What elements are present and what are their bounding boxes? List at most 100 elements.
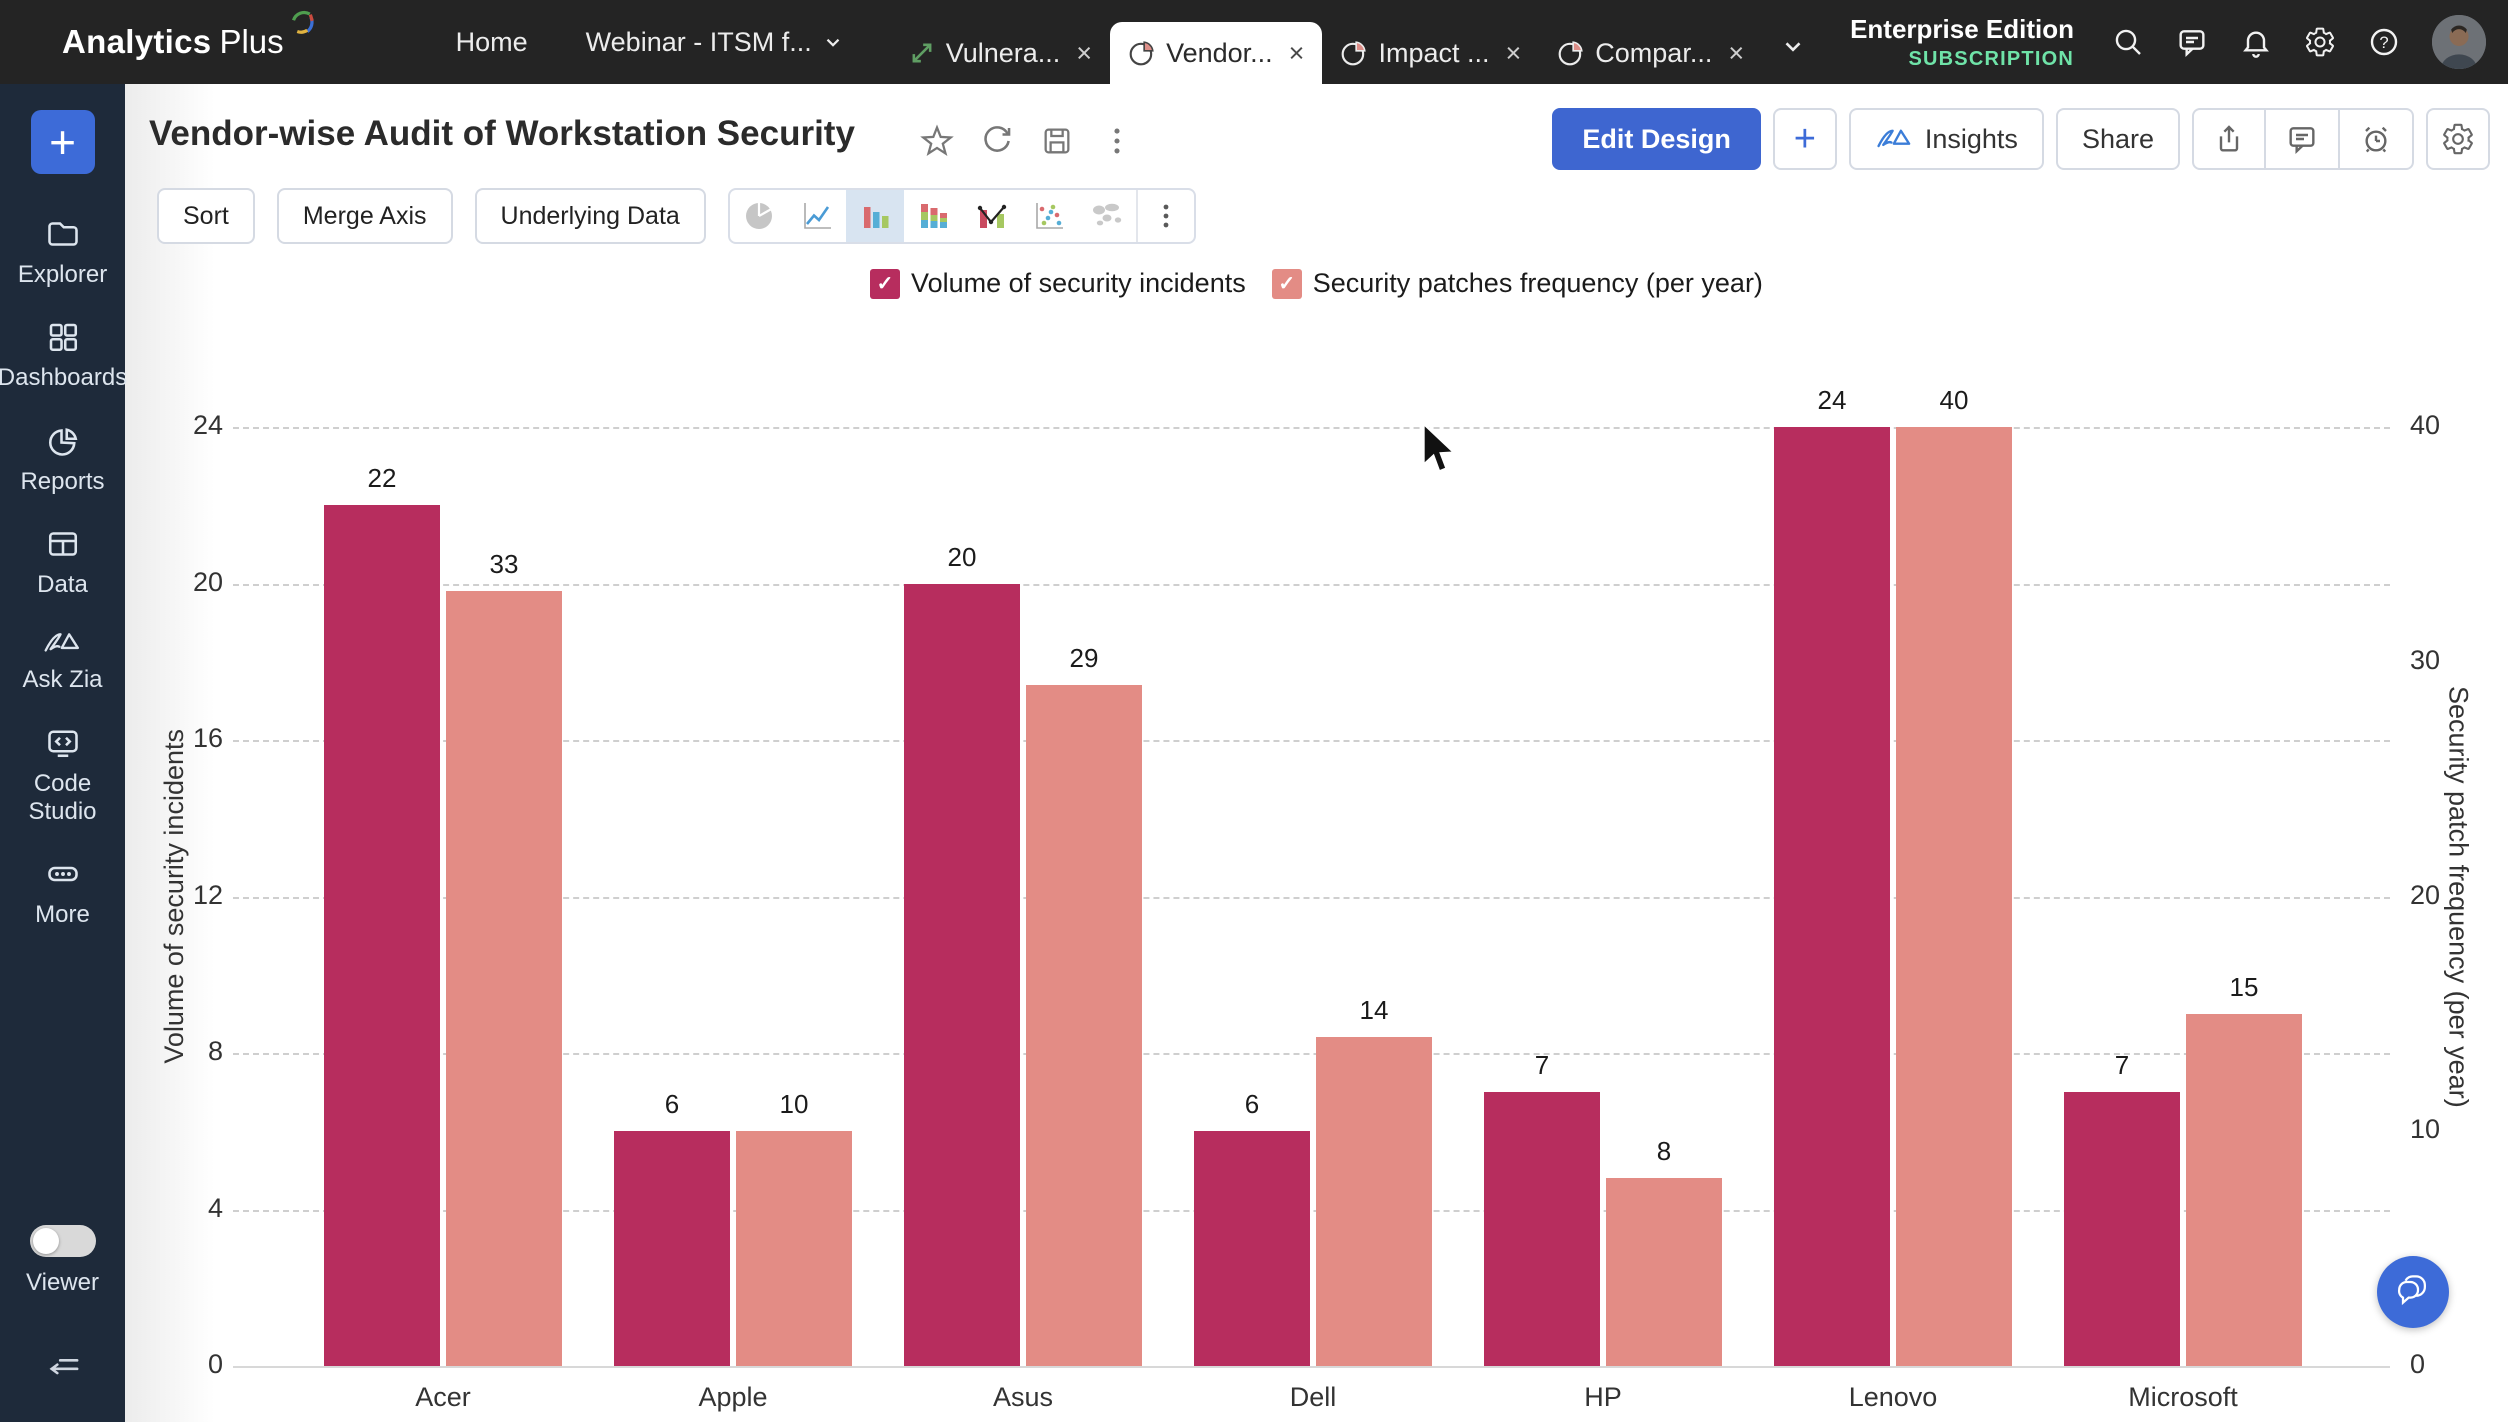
more-tabs-chevron[interactable]: [1780, 33, 1806, 64]
chart-type-combo-icon[interactable]: [962, 190, 1020, 242]
help-icon[interactable]: ?: [2368, 26, 2400, 58]
close-icon[interactable]: ×: [1288, 37, 1305, 68]
chart-type-bar-icon[interactable]: [845, 190, 904, 242]
chart-type-selector: [727, 188, 1196, 244]
nav-home[interactable]: Home: [455, 26, 528, 57]
chevron-down-icon: [826, 38, 839, 47]
nav-webinar-dropdown[interactable]: Webinar - ITSM f...: [586, 27, 844, 58]
app-logo[interactable]: Analytics Plus: [62, 10, 316, 61]
merge-axis-button[interactable]: Merge Axis: [276, 188, 453, 244]
sidebar-item-code-studio[interactable]: Code Studio: [0, 725, 125, 827]
underlying-data-button[interactable]: Underlying Data: [474, 188, 706, 244]
bar-dell-series1[interactable]: [1194, 1131, 1310, 1366]
sidebar-item-label: Dashboards: [0, 364, 128, 392]
bar-acer-series2[interactable]: [446, 591, 562, 1366]
save-icon[interactable]: [1040, 124, 1074, 163]
favorite-star-icon[interactable]: [920, 124, 954, 163]
add-report-button[interactable]: +: [1772, 108, 1837, 170]
checkbox-checked-icon[interactable]: ✓: [1271, 268, 1302, 299]
checkbox-checked-icon[interactable]: ✓: [870, 268, 901, 299]
bar-microsoft-series2[interactable]: [2186, 1013, 2302, 1366]
x-axis-label-lenovo: Lenovo: [1848, 1382, 1938, 1412]
legend-entry-series2[interactable]: ✓ Security patches frequency (per year): [1271, 268, 1763, 299]
search-icon[interactable]: [2112, 26, 2144, 58]
tab-label: Vendor...: [1166, 37, 1273, 68]
alerts-button[interactable]: [2340, 108, 2414, 170]
tab-vulnerability[interactable]: Vulnera... ×: [890, 22, 1110, 84]
user-avatar[interactable]: [2432, 15, 2486, 69]
sidebar-item-dashboards[interactable]: Dashboards: [0, 319, 128, 392]
x-axis-label-hp: HP: [1584, 1382, 1622, 1412]
x-axis-label-dell: Dell: [1289, 1382, 1337, 1412]
notifications-bell-icon[interactable]: [2240, 26, 2272, 58]
gridline-20: [233, 583, 2390, 586]
chart-type-scatter-icon[interactable]: [1020, 190, 1078, 242]
close-icon[interactable]: ×: [1505, 37, 1522, 68]
create-new-button[interactable]: +: [30, 110, 95, 174]
sidebar-item-label: Reports: [20, 467, 105, 495]
bar-value-label: 6: [1244, 1089, 1260, 1120]
gear-icon: [2443, 123, 2473, 155]
refresh-icon[interactable]: [980, 124, 1014, 163]
share-button[interactable]: Share: [2055, 108, 2180, 170]
close-icon[interactable]: ×: [1076, 37, 1093, 68]
sidebar-item-data[interactable]: Data: [0, 526, 125, 599]
sidebar-item-label: Data: [37, 570, 88, 598]
x-axis-label-microsoft: Microsoft: [2128, 1382, 2238, 1412]
chat-bubbles-icon: [2397, 1275, 2426, 1306]
chart-type-pie-icon[interactable]: [730, 190, 788, 242]
edit-design-button[interactable]: Edit Design: [1552, 108, 1761, 170]
ellipsis-icon: [47, 866, 78, 882]
report-tabs: Vulnera... × Vendor... × Impact ... × Co…: [890, 0, 1806, 84]
bar-value-label: 40: [1939, 385, 1969, 415]
kebab-menu-icon[interactable]: [1100, 124, 1134, 163]
sidebar-item-ask-zia[interactable]: Ask Zia: [0, 629, 125, 694]
bar-lenovo-series1[interactable]: [1774, 427, 1890, 1366]
close-icon[interactable]: ×: [1728, 37, 1745, 68]
view-settings-button[interactable]: [2426, 108, 2490, 170]
more-chart-types-icon[interactable]: [1135, 190, 1194, 242]
top-navigation-bar: Analytics Plus Home Webinar - ITSM f... …: [0, 0, 2508, 84]
viewer-mode-toggle[interactable]: [29, 1225, 96, 1257]
bar-asus-series2[interactable]: [1026, 685, 1142, 1366]
sort-button[interactable]: Sort: [157, 188, 255, 244]
collapse-sidebar-icon[interactable]: [43, 1349, 83, 1388]
chart-type-map-icon[interactable]: [1078, 190, 1136, 242]
settings-gear-icon[interactable]: [2304, 26, 2336, 58]
bar-value-label: 20: [947, 541, 977, 572]
legend-entry-series1[interactable]: ✓ Volume of security incidents: [870, 268, 1246, 299]
logo-text-primary: Analytics: [62, 23, 212, 60]
bar-dell-series2[interactable]: [1316, 1037, 1432, 1366]
sidebar-item-more[interactable]: More: [0, 856, 125, 929]
chat-assistant-button[interactable]: [2377, 1256, 2449, 1328]
tab-impact[interactable]: Impact ... ×: [1322, 22, 1539, 84]
feedback-icon[interactable]: [2176, 26, 2208, 58]
gridline-12: [233, 896, 2390, 899]
export-button[interactable]: [2192, 108, 2266, 170]
chart-type-line-icon[interactable]: [788, 190, 846, 242]
tab-comparison[interactable]: Compar... ×: [1539, 22, 1762, 84]
sidebar-item-explorer[interactable]: Explorer: [0, 216, 125, 289]
export-comment-alert-group: [2192, 108, 2414, 170]
bar-hp-series2[interactable]: [1606, 1178, 1722, 1366]
bar-lenovo-series2[interactable]: [1896, 427, 2012, 1366]
zia-icon: [44, 633, 79, 652]
bar-apple-series1[interactable]: [614, 1131, 730, 1366]
comments-button[interactable]: [2266, 108, 2340, 170]
right-axis-tick-30: 30: [2410, 644, 2441, 675]
bar-apple-series2[interactable]: [736, 1131, 852, 1366]
bar-hp-series1[interactable]: [1484, 1092, 1600, 1366]
zia-icon: [1875, 126, 1915, 152]
sidebar-item-reports[interactable]: Reports: [0, 423, 125, 496]
export-icon: [2219, 125, 2239, 152]
gridline-16: [233, 740, 2390, 742]
tab-vendor-active[interactable]: Vendor... ×: [1110, 22, 1323, 84]
bar-acer-series1[interactable]: [324, 505, 440, 1366]
bar-asus-series1[interactable]: [904, 583, 1020, 1366]
trend-arrow-icon: [912, 43, 932, 63]
x-axis-label-asus: Asus: [992, 1382, 1054, 1412]
bar-microsoft-series1[interactable]: [2064, 1092, 2180, 1366]
chart-type-stacked-bar-icon[interactable]: [904, 190, 962, 242]
insights-button[interactable]: Insights: [1848, 108, 2044, 170]
grid-icon: [49, 324, 77, 352]
